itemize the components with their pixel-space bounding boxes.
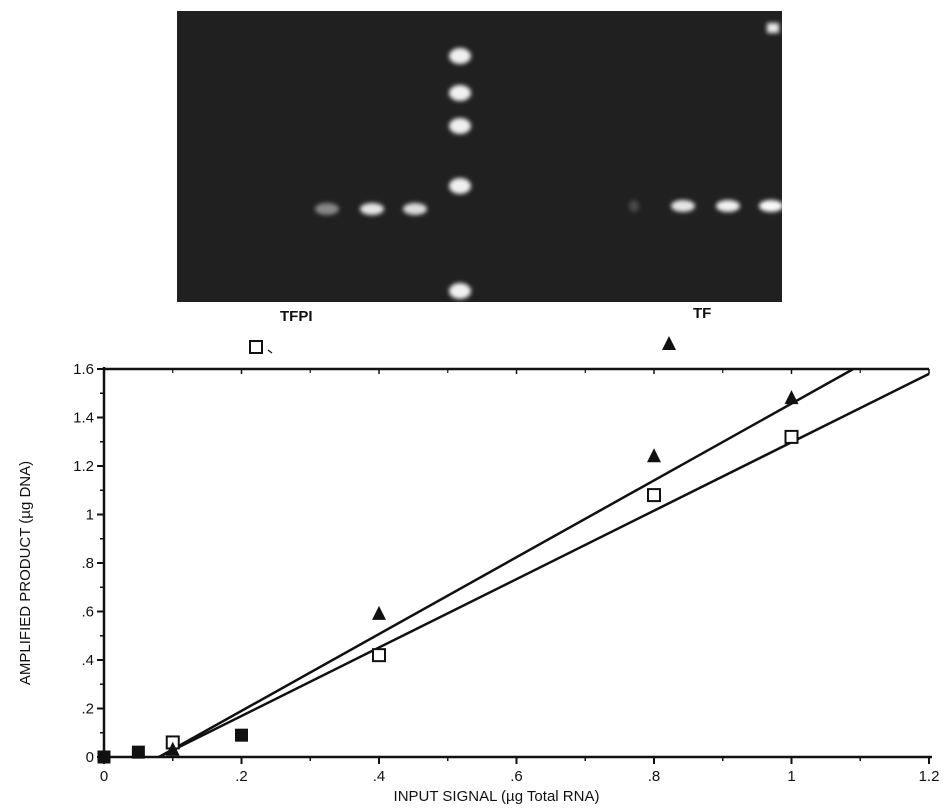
tf-band — [759, 200, 783, 212]
y-tick-label: 1 — [86, 507, 94, 524]
ladder-band — [449, 85, 471, 101]
x-tick-label: .2 — [235, 768, 248, 785]
legend-mark-tick — [267, 349, 273, 354]
x-tick-label: 1 — [787, 768, 795, 785]
point-unlabeled — [97, 750, 111, 764]
x-tick-label: .8 — [648, 768, 661, 785]
ladder-band — [449, 118, 471, 134]
gel-label-tf: TF — [693, 305, 712, 322]
point-tfpi — [647, 488, 661, 503]
data-points — [97, 390, 799, 764]
y-tick-label: .8 — [81, 555, 94, 572]
point-tfpi — [372, 648, 386, 663]
tf-band — [671, 200, 695, 212]
tf-band — [629, 200, 639, 212]
ladder-band — [449, 283, 471, 299]
tfpi-band — [360, 203, 384, 215]
scatter-plot: 0 .2 .4 .6 .8 1 1.2 0 .2 .4 .6 .8 1 1.2 1.4 1.6 INPUT S… — [17, 336, 939, 805]
legend-markers — [249, 336, 676, 354]
point-tf — [372, 605, 386, 620]
point-tf — [647, 448, 661, 463]
point-unlabeled — [131, 745, 145, 759]
y-axis-title: AMPLIFIED PRODUCT (µg DNA) — [17, 461, 34, 685]
y-tick-label: 0 — [86, 749, 94, 766]
point-tf — [165, 741, 180, 756]
point-unlabeled — [235, 728, 248, 742]
y-tick-label: .6 — [81, 604, 94, 621]
x-axis-title: INPUT SIGNAL (µg Total RNA) — [394, 788, 600, 805]
ladder-band — [449, 48, 471, 64]
y-tick-label: 1.2 — [73, 458, 94, 475]
x-tick-label: .6 — [510, 768, 523, 785]
gel-bands — [315, 23, 783, 299]
x-tick-label: 0 — [100, 768, 108, 785]
axes: 0 .2 .4 .6 .8 1 1.2 0 .2 .4 .6 .8 1 1.2 1.4 1.6 — [73, 361, 939, 785]
fit-line-tfpi — [158, 372, 930, 759]
gel-image — [177, 11, 783, 302]
gel-spot — [767, 23, 779, 33]
tfpi-band — [315, 203, 339, 215]
fit-line-tf — [158, 367, 854, 759]
fit-lines — [158, 367, 930, 759]
y-tick-label: 1.6 — [73, 361, 94, 378]
x-tick-label: 1.2 — [919, 768, 940, 785]
tfpi-band — [403, 203, 427, 215]
x-tick-label: .4 — [373, 768, 386, 785]
legend-marker-tf — [662, 336, 676, 350]
gel-label-tfpi: TFPI — [280, 308, 313, 325]
legend-marker-tfpi — [249, 340, 263, 354]
ladder-band — [449, 178, 471, 194]
y-tick-label: 1.4 — [73, 410, 94, 427]
y-tick-label: .4 — [81, 652, 94, 669]
tf-band — [716, 200, 740, 212]
y-tick-label: .2 — [81, 701, 94, 718]
point-tfpi — [784, 429, 799, 444]
point-tf — [784, 390, 799, 405]
